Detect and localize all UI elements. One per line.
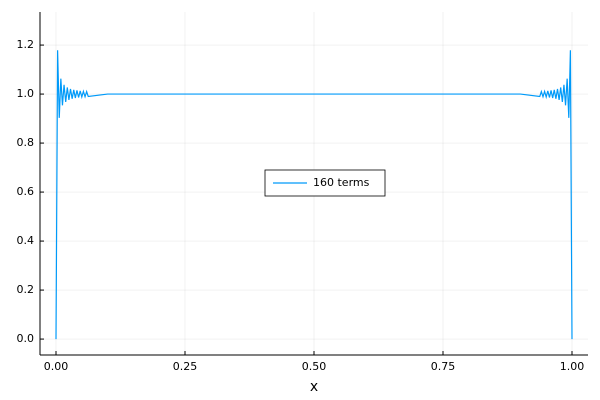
y-tick-label: 1.0 (17, 87, 35, 100)
y-tick-label: 0.0 (17, 332, 35, 345)
y-tick-label: 0.4 (17, 234, 35, 247)
x-tick-label: 0.75 (431, 360, 456, 373)
y-tick-label: 0.8 (17, 136, 35, 149)
x-tick-label: 0.25 (173, 360, 198, 373)
legend: 160 terms (264, 169, 386, 197)
x-tick-label: 1.00 (560, 360, 585, 373)
legend-label: 160 terms (313, 176, 370, 189)
x-axis-label: x (310, 379, 318, 395)
series-line (55, 50, 573, 340)
y-tick-label: 1.2 (17, 38, 35, 51)
y-tick-label: 0.6 (17, 185, 35, 198)
x-tick-label: 0.00 (44, 360, 69, 373)
x-tick-label: 0.50 (302, 360, 327, 373)
y-tick-label: 0.2 (17, 283, 35, 296)
